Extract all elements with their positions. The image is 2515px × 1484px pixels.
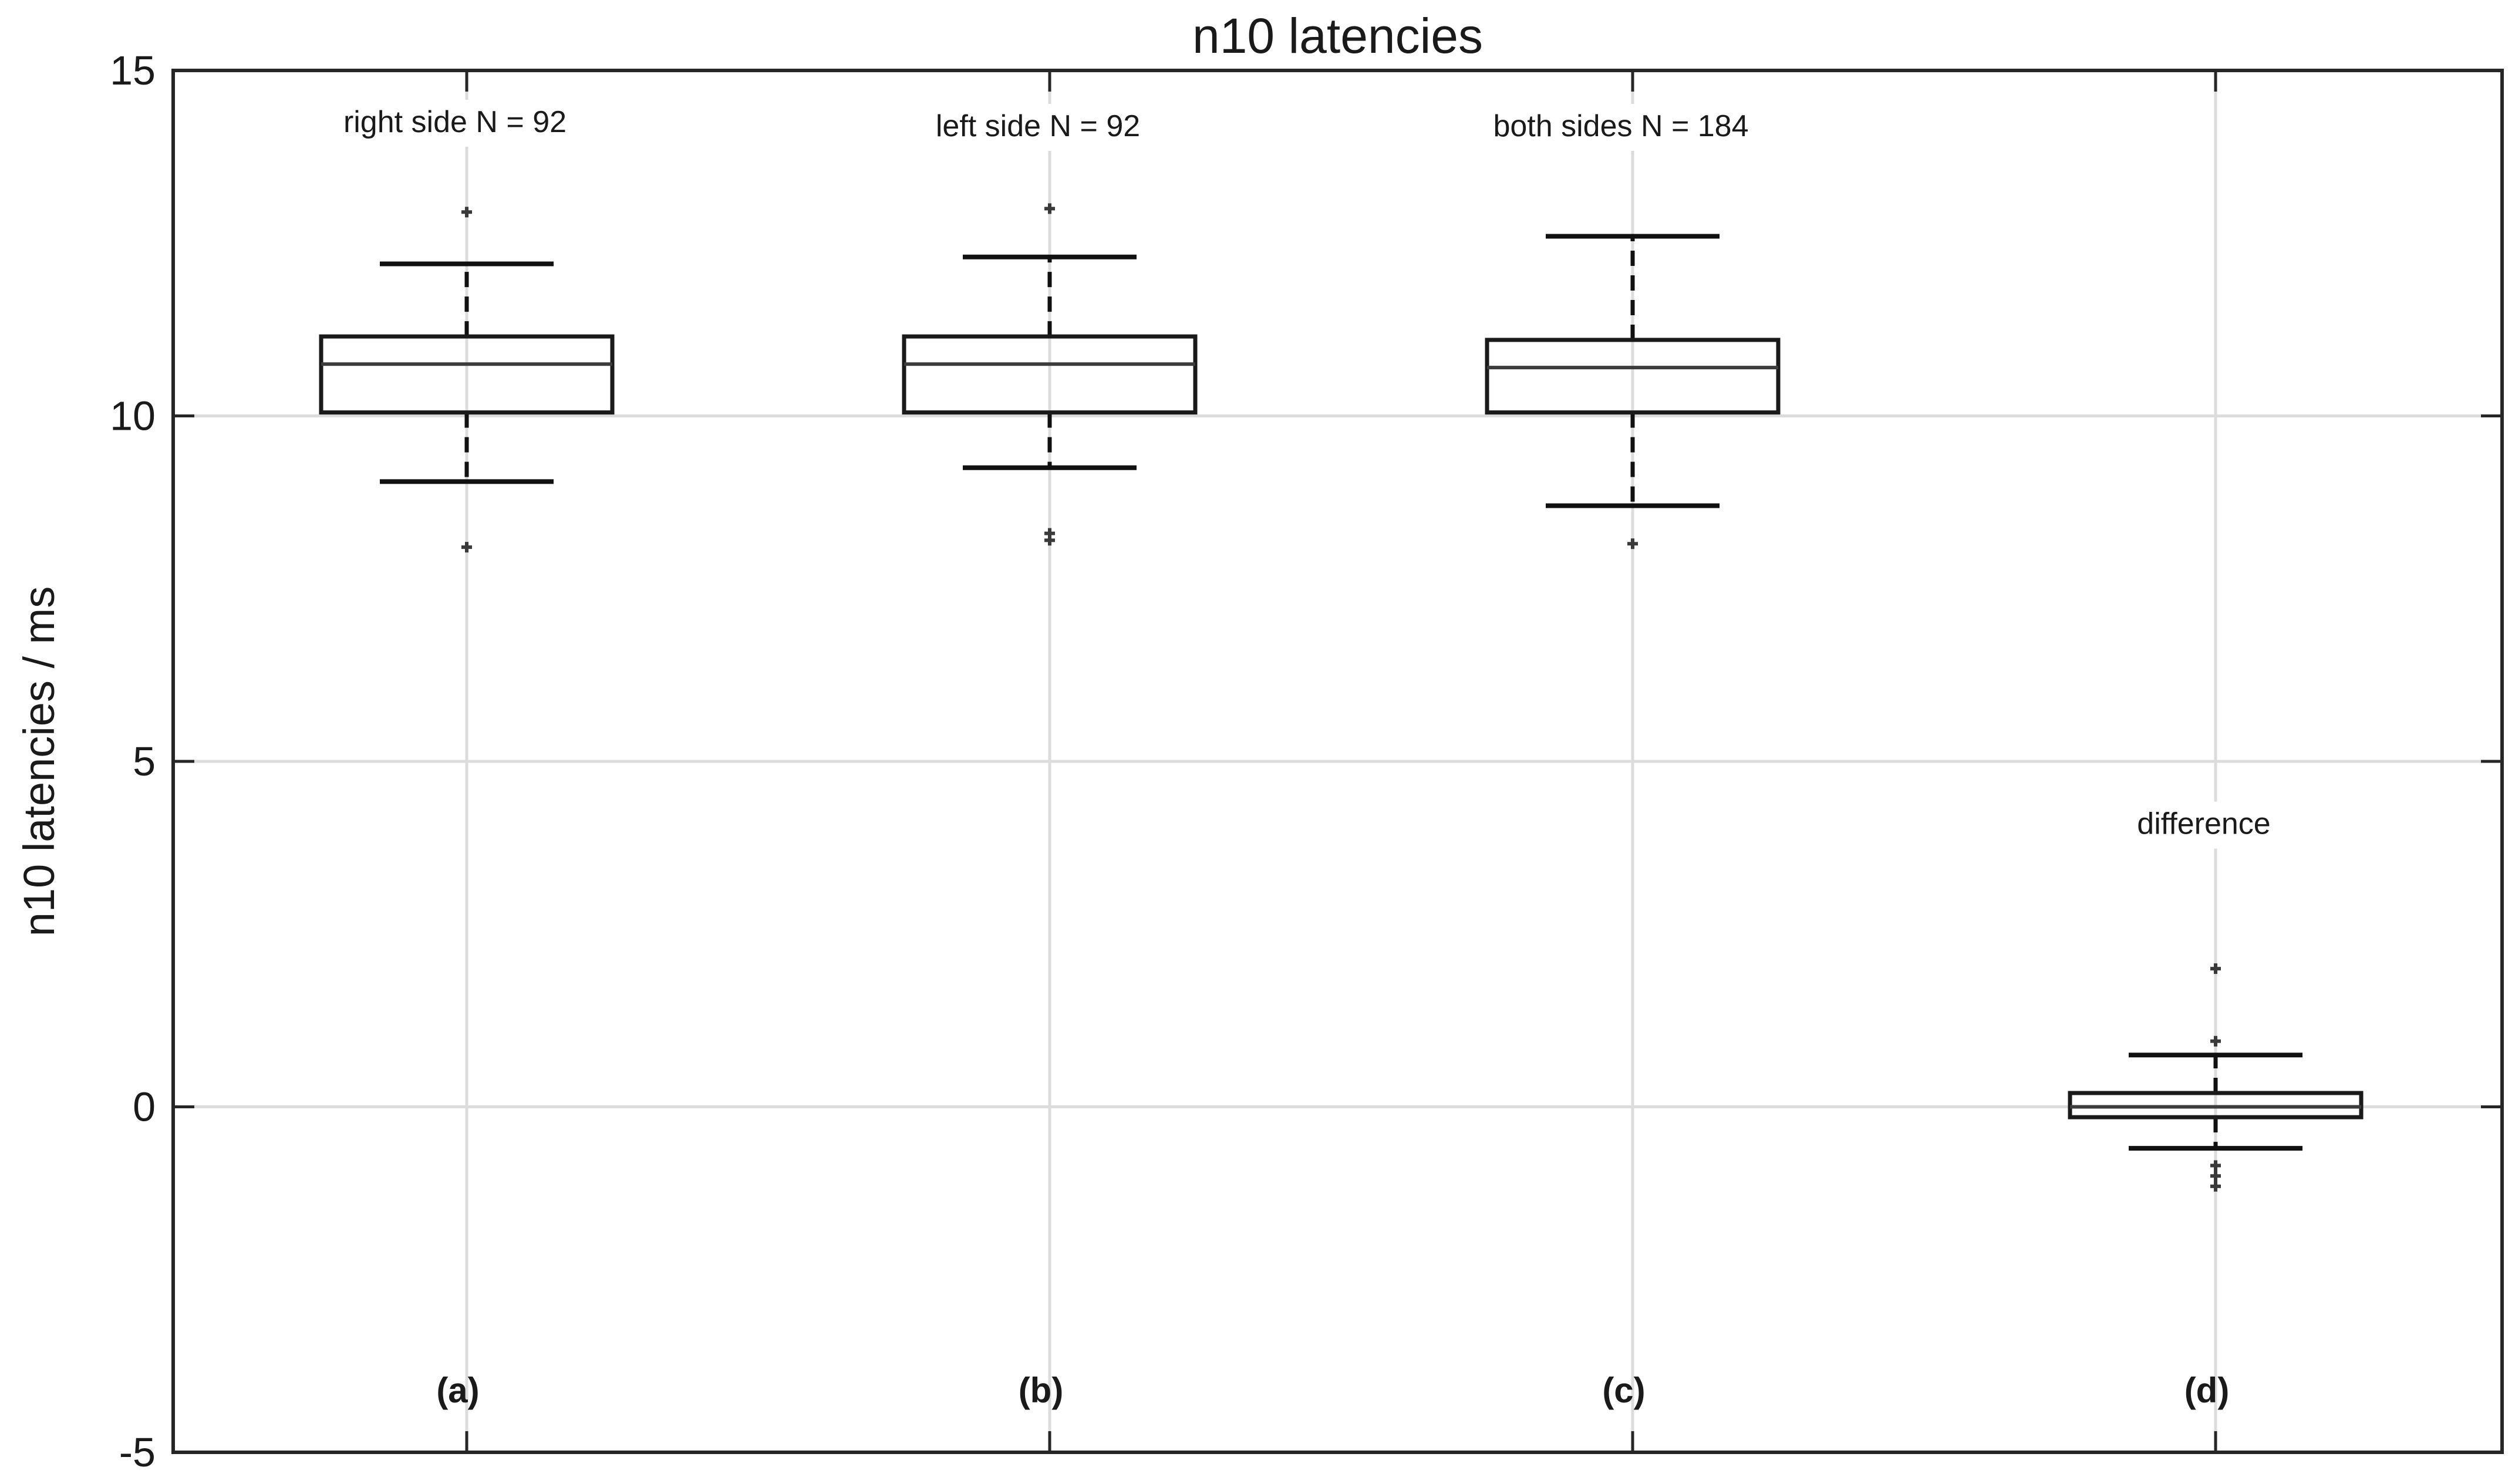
box-annotation: right side N = 92	[343, 105, 567, 139]
box-3	[2068, 963, 2364, 1192]
y-tick-label: 5	[133, 738, 156, 784]
chart-title: n10 latencies	[1192, 8, 1483, 63]
axes	[171, 69, 2504, 1454]
outlier-point	[461, 542, 472, 553]
box-annotation: left side N = 92	[936, 109, 1140, 143]
y-tick-label: 15	[110, 48, 156, 93]
panel-label: (c)	[1602, 1371, 1645, 1410]
outlier-point	[2210, 1160, 2221, 1171]
annotation-backdrop	[897, 104, 1202, 151]
box-annotation: difference	[2137, 807, 2270, 841]
outlier-point	[2210, 1181, 2221, 1192]
outlier-point	[1044, 203, 1055, 214]
iqr-box	[902, 334, 1198, 415]
y-tick-label: 0	[133, 1084, 156, 1130]
iqr-box	[319, 334, 615, 415]
annotation-backdrop	[1480, 104, 1785, 151]
outlier-point	[2210, 1171, 2221, 1182]
grid-lines	[173, 70, 2502, 1452]
y-axis-label: n10 latencies / ms	[15, 586, 63, 936]
y-tick-label: -5	[119, 1429, 156, 1475]
box-2	[1485, 234, 1781, 549]
outlier-point	[461, 207, 472, 218]
annotation-backdrop	[314, 100, 619, 147]
box-group	[319, 203, 2364, 1192]
iqr-box	[1485, 338, 1781, 415]
outlier-point	[1627, 538, 1638, 549]
box-annotation: both sides N = 184	[1493, 109, 1748, 143]
box-1	[902, 203, 1198, 546]
outlier-point	[1044, 528, 1055, 539]
outlier-point	[2210, 1036, 2221, 1047]
box-0	[319, 207, 615, 553]
y-tick-label: 10	[110, 393, 156, 439]
panel-label: (d)	[2184, 1371, 2230, 1410]
annotation-backdrop	[2063, 801, 2368, 849]
outlier-point	[2210, 963, 2221, 974]
panel-label: (a)	[436, 1371, 479, 1410]
panel-label: (b)	[1019, 1371, 1064, 1410]
labels: right side N = 92 (a) left side N = 92 (b) b…	[110, 48, 2368, 1475]
